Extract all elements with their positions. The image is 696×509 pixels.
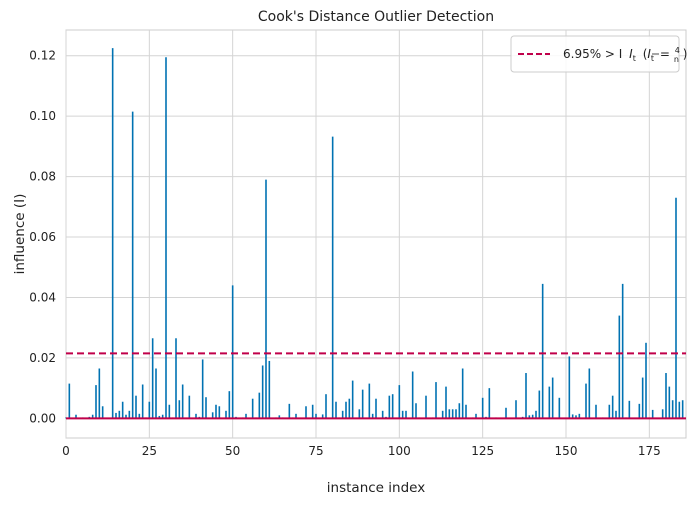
x-tick-label: 175 (638, 444, 661, 458)
y-tick-label: 0.02 (29, 351, 56, 365)
y-axis-label: influence (I) (12, 194, 28, 275)
y-tick-label: 0.06 (29, 230, 56, 244)
tick-labels: 0 25 50 75 100 125 150 175 0.00 0.02 0.04 0.06 0.08 0… (29, 49, 661, 458)
plot-area (65, 29, 687, 439)
y-tick-label: 0.12 (29, 49, 56, 63)
x-tick-label: 150 (555, 444, 578, 458)
x-tick-label: 25 (142, 444, 157, 458)
x-axis-label: instance index (327, 480, 425, 496)
legend-box (510, 35, 680, 73)
y-tick-label: 0.08 (29, 170, 56, 184)
grid-lines (65, 30, 686, 438)
legend-label-text: 6.95% > I (563, 47, 622, 61)
y-tick-label: 0.10 (29, 109, 56, 123)
y-tick-label: 0.04 (29, 290, 56, 304)
chart-title: Cook's Distance Outlier Detection (258, 9, 494, 25)
x-tick-label: 75 (308, 444, 323, 458)
threshold-layer (66, 352, 686, 420)
x-tick-label: 125 (471, 444, 494, 458)
x-tick-label: 0 (62, 444, 70, 458)
x-tick-label: 100 (388, 444, 411, 458)
y-tick-label: 0.00 (29, 411, 56, 425)
x-tick-label: 50 (225, 444, 240, 458)
